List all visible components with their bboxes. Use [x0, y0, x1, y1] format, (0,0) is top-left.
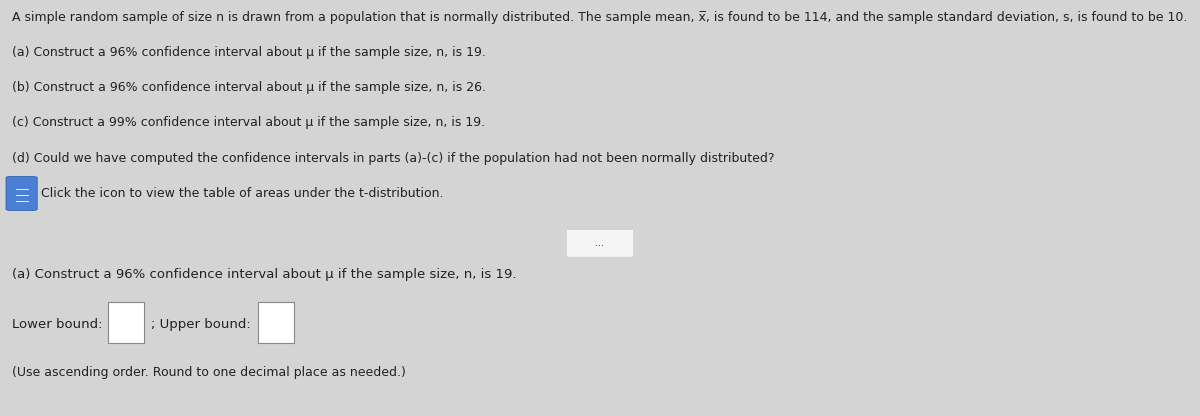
Text: ; Upper bound:: ; Upper bound: [151, 318, 251, 331]
Text: Lower bound:: Lower bound: [12, 318, 102, 331]
Text: (d) Could we have computed the confidence intervals in parts (a)-(c) if the popu: (d) Could we have computed the confidenc… [12, 152, 774, 165]
Text: (a) Construct a 96% confidence interval about μ if the sample size, n, is 19.: (a) Construct a 96% confidence interval … [12, 268, 516, 281]
Bar [108, 302, 144, 344]
Bar [258, 302, 294, 344]
Text: Click the icon to view the table of areas under the t-distribution.: Click the icon to view the table of area… [41, 187, 443, 200]
Text: (a) Construct a 96% confidence interval about μ if the sample size, n, is 19.: (a) Construct a 96% confidence interval … [12, 46, 486, 59]
Text: A simple random sample of size n is drawn from a population that is normally dis: A simple random sample of size n is draw… [12, 10, 1187, 24]
Text: (c) Construct a 99% confidence interval about μ if the sample size, n, is 19.: (c) Construct a 99% confidence interval … [12, 116, 485, 129]
Text: ...: ... [595, 238, 605, 248]
FancyBboxPatch shape [6, 176, 37, 210]
Text: (b) Construct a 96% confidence interval about μ if the sample size, n, is 26.: (b) Construct a 96% confidence interval … [12, 81, 486, 94]
Text: (Use ascending order. Round to one decimal place as needed.): (Use ascending order. Round to one decim… [12, 366, 406, 379]
FancyBboxPatch shape [565, 229, 635, 258]
